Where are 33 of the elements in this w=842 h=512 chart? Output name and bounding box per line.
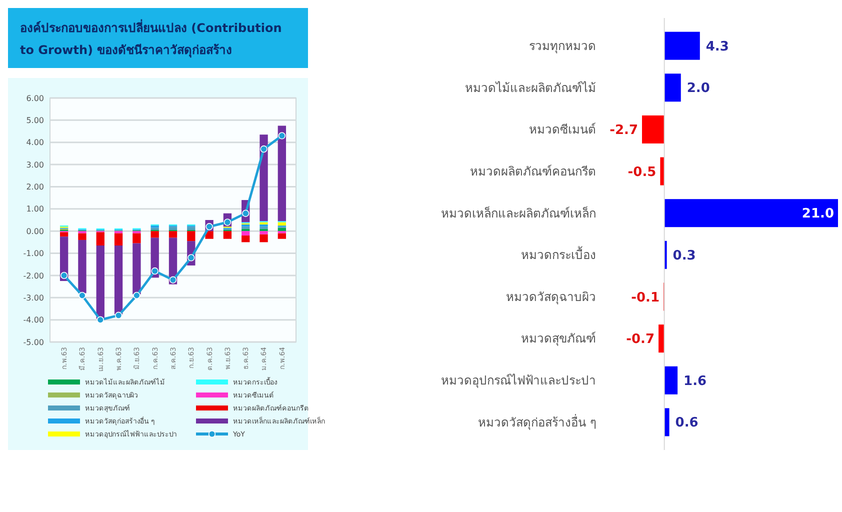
y-tick-label: -3.00 xyxy=(23,293,44,302)
y-tick-label: รวมทุกหมวด xyxy=(529,39,596,54)
y-tick-label: 1.00 xyxy=(26,204,44,214)
y-tick-label: 2.00 xyxy=(26,182,44,192)
data-label: 1.6 xyxy=(684,374,707,389)
data-label: -2.7 xyxy=(610,123,638,138)
y-tick-label: หมวดผลิตภัณฑ์คอนกรีต xyxy=(470,164,596,178)
y-tick-label: -2.00 xyxy=(23,271,44,280)
y-tick-label: -4.00 xyxy=(23,316,44,325)
y-tick-label: หมวดวัสดุฉาบผิว xyxy=(506,290,596,305)
y-tick-label: 0.00 xyxy=(26,226,44,236)
y-tick-label: หมวดกระเบื้อง xyxy=(521,246,596,262)
y-tick-label: หมวดวัสดุก่อสร้างอื่น ๆ xyxy=(478,413,596,430)
y-tick-label: 6.00 xyxy=(26,94,44,103)
chart-title: องค์ประกอบของการเปลี่ยนแปลง (Contribution to Growth) ของดัชนีราคาวัสดุก่อสร้าง xyxy=(20,19,282,58)
y-tick-label: 3.00 xyxy=(26,160,44,170)
data-label: 21.0 xyxy=(802,206,834,222)
data-label: 4.3 xyxy=(706,39,729,54)
data-label: 0.3 xyxy=(672,248,696,264)
y-tick-label: หมวดเหล็กและผลิตภัณฑ์เหล็ก xyxy=(441,205,596,220)
y-tick-label: -1.00 xyxy=(23,249,44,258)
data-label: 0.6 xyxy=(675,416,698,431)
y-tick-label: 4.00 xyxy=(26,138,44,148)
data-label: -0.1 xyxy=(631,290,660,306)
y-tick-label: หมวดไม้และผลิตภัณฑ์ไม้ xyxy=(465,80,596,95)
y-tick-label: -5.00 xyxy=(23,338,44,347)
y-tick-label: หมวดสุขภัณฑ์ xyxy=(521,332,596,347)
y-tick-label: หมวดอุปกรณ์ไฟฟ้าและประปา xyxy=(441,374,596,389)
y-tick-label: 5.00 xyxy=(26,116,44,125)
y-tick-label: หมวดซีเมนต์ xyxy=(529,122,596,137)
data-label: -0.7 xyxy=(626,332,655,348)
data-label: 2.0 xyxy=(686,81,710,96)
data-label: -0.5 xyxy=(628,164,656,180)
